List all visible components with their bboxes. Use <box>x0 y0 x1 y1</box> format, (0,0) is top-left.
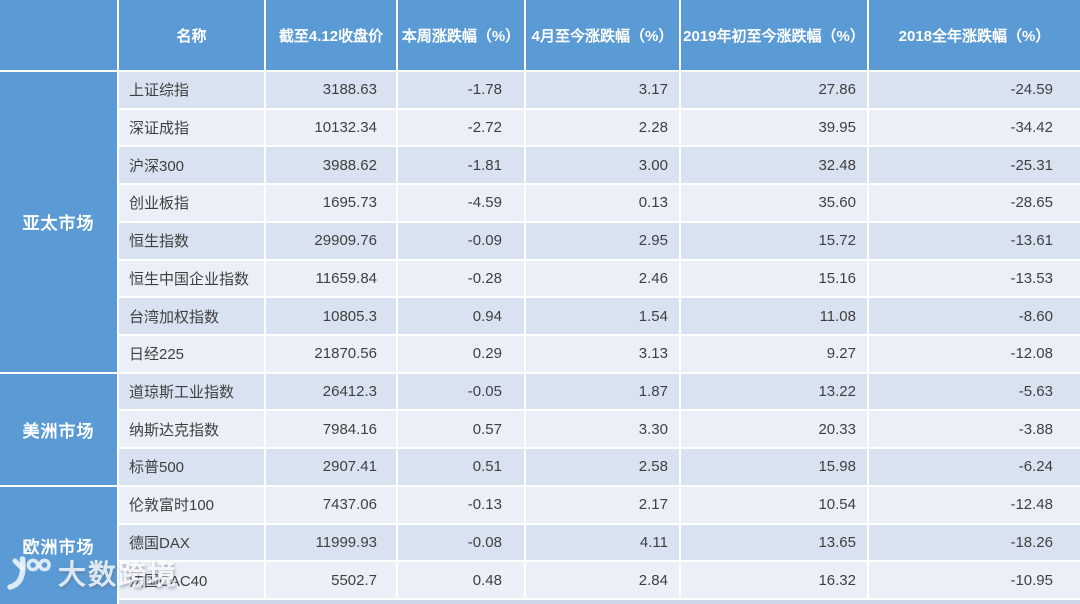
full2018-change: -12.48 <box>869 486 1080 523</box>
group-asia-pacific: 亚太市场 <box>0 72 117 372</box>
week-change: 0.29 <box>398 336 524 372</box>
ytd2019-change: 9.27 <box>681 336 867 372</box>
ytd2019-change: 20.33 <box>681 411 867 448</box>
ytd2019-change: 15.98 <box>681 449 867 485</box>
ytd2019-change: 13.22 <box>681 373 867 410</box>
full2018-change: -12.08 <box>869 336 1080 372</box>
april-change: 2.17 <box>526 486 679 523</box>
index-name: 深证成指 <box>119 109 264 146</box>
index-name: 伦敦富时100 <box>119 486 264 523</box>
index-name: 道琼斯工业指数 <box>119 373 264 410</box>
close-price: 3988.62 <box>266 147 396 184</box>
week-change: 0.48 <box>398 562 524 598</box>
full2018-change: -8.60 <box>869 298 1080 334</box>
index-name: 标普500 <box>119 449 264 485</box>
close-price: 26412.3 <box>266 373 396 410</box>
week-change: -4.59 <box>398 185 524 221</box>
index-name: 法国CAC40 <box>119 562 264 598</box>
full2018-change: -10.95 <box>869 562 1080 598</box>
ytd2019-change: 13.65 <box>681 524 867 561</box>
ytd2019-change: 10.54 <box>681 486 867 523</box>
header-april-change: 4月至今涨跌幅（%） <box>526 0 679 70</box>
close-price: 2907.41 <box>266 449 396 485</box>
april-change: 2.84 <box>526 562 679 598</box>
header-name: 名称 <box>119 0 264 70</box>
index-name: 德国DAX <box>119 524 264 561</box>
full2018-change: -28.65 <box>869 185 1080 221</box>
ytd2019-change: 15.72 <box>681 222 867 259</box>
close-price: 10132.34 <box>266 109 396 146</box>
week-change: -0.09 <box>398 222 524 259</box>
april-change: 3.17 <box>526 72 679 108</box>
table-bottom-edge <box>119 600 1080 604</box>
ytd2019-change: 39.95 <box>681 109 867 146</box>
april-change: 2.95 <box>526 222 679 259</box>
april-change: 2.58 <box>526 449 679 485</box>
close-price: 7984.16 <box>266 411 396 448</box>
index-name: 恒生中国企业指数 <box>119 260 264 297</box>
week-change: 0.57 <box>398 411 524 448</box>
april-change: 1.87 <box>526 373 679 410</box>
close-price: 1695.73 <box>266 185 396 221</box>
april-change: 1.54 <box>526 298 679 334</box>
header-full2018-change: 2018全年涨跌幅（%） <box>869 0 1080 70</box>
index-name: 日经225 <box>119 336 264 372</box>
close-price: 7437.06 <box>266 486 396 523</box>
week-change: -1.78 <box>398 72 524 108</box>
index-name: 纳斯达克指数 <box>119 411 264 448</box>
group-americas: 美洲市场 <box>0 373 117 485</box>
week-change: -0.08 <box>398 524 524 561</box>
close-price: 29909.76 <box>266 222 396 259</box>
full2018-change: -13.53 <box>869 260 1080 297</box>
ytd2019-change: 15.16 <box>681 260 867 297</box>
close-price: 21870.56 <box>266 336 396 372</box>
full2018-change: -24.59 <box>869 72 1080 108</box>
index-name: 上证综指 <box>119 72 264 108</box>
week-change: 0.94 <box>398 298 524 334</box>
ytd2019-change: 27.86 <box>681 72 867 108</box>
april-change: 4.11 <box>526 524 679 561</box>
close-price: 11999.93 <box>266 524 396 561</box>
april-change: 2.28 <box>526 109 679 146</box>
week-change: 0.51 <box>398 449 524 485</box>
header-corner-blank <box>0 0 117 70</box>
week-change: -0.05 <box>398 373 524 410</box>
ytd2019-change: 16.32 <box>681 562 867 598</box>
close-price: 5502.7 <box>266 562 396 598</box>
ytd2019-change: 11.08 <box>681 298 867 334</box>
close-price: 10805.3 <box>266 298 396 334</box>
full2018-change: -18.26 <box>869 524 1080 561</box>
full2018-change: -6.24 <box>869 449 1080 485</box>
ytd2019-change: 35.60 <box>681 185 867 221</box>
group-europe: 欧洲市场 <box>0 486 117 604</box>
full2018-change: -34.42 <box>869 109 1080 146</box>
april-change: 3.13 <box>526 336 679 372</box>
week-change: -2.72 <box>398 109 524 146</box>
index-name: 创业板指 <box>119 185 264 221</box>
index-name: 恒生指数 <box>119 222 264 259</box>
april-change: 3.30 <box>526 411 679 448</box>
header-ytd2019-change: 2019年初至今涨跌幅（%） <box>681 0 867 70</box>
close-price: 3188.63 <box>266 72 396 108</box>
full2018-change: -25.31 <box>869 147 1080 184</box>
april-change: 2.46 <box>526 260 679 297</box>
close-price: 11659.84 <box>266 260 396 297</box>
header-week-change: 本周涨跌幅（%） <box>398 0 524 70</box>
ytd2019-change: 32.48 <box>681 147 867 184</box>
full2018-change: -3.88 <box>869 411 1080 448</box>
april-change: 3.00 <box>526 147 679 184</box>
full2018-change: -5.63 <box>869 373 1080 410</box>
header-close-price: 截至4.12收盘价 <box>266 0 396 70</box>
index-name: 沪深300 <box>119 147 264 184</box>
april-change: 0.13 <box>526 185 679 221</box>
full2018-change: -13.61 <box>869 222 1080 259</box>
index-name: 台湾加权指数 <box>119 298 264 334</box>
week-change: -0.13 <box>398 486 524 523</box>
week-change: -0.28 <box>398 260 524 297</box>
week-change: -1.81 <box>398 147 524 184</box>
